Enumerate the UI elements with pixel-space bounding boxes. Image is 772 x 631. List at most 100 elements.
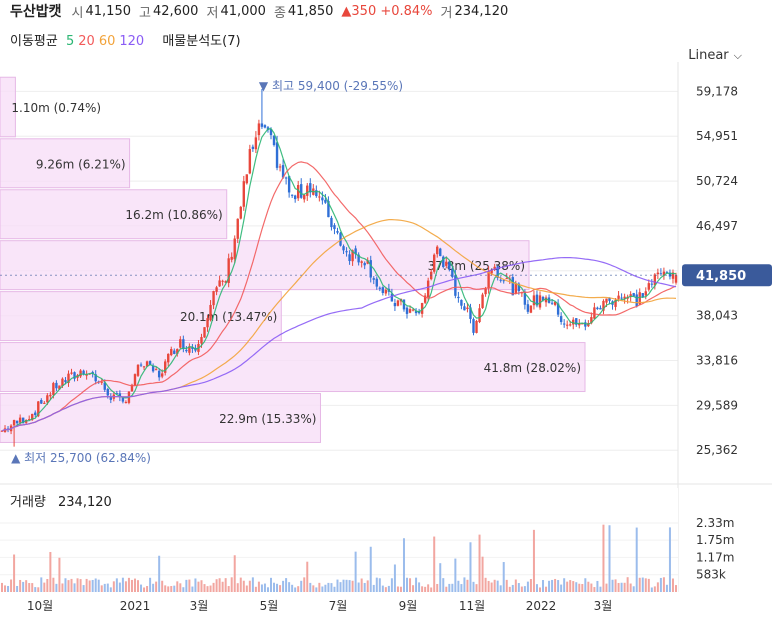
volume-profile-label[interactable]: 매물분석도(7) [162,34,241,49]
candle-body [127,391,131,403]
candle-body [212,291,215,306]
candle-body [656,272,660,275]
ma5-label[interactable]: 5 [65,34,75,49]
candle-body [345,251,348,253]
volume-bar [659,577,662,592]
candle-body [387,288,391,292]
candle-body [67,373,70,383]
volume-bars [1,524,677,592]
volume-bar [143,587,146,592]
candle-body [339,232,342,246]
volume-bar [617,582,620,592]
candle-body [12,420,16,426]
candle-body [0,430,4,432]
candle-body [348,254,351,262]
ma60-label[interactable]: 60 [98,34,116,49]
candle-body [360,261,363,263]
volume-bar [70,578,73,592]
volume-bar [363,582,366,592]
candle-body [58,385,61,390]
price-tick-label: 25,362 [696,443,738,457]
candle-body [602,300,605,311]
volume-bar [263,583,266,592]
volume-bar [402,538,405,592]
candle-body [18,417,22,423]
candle-body [662,271,666,276]
volume-bar [82,585,85,592]
candle-body [523,291,527,305]
volume-bar [282,580,285,592]
candle-body [257,123,261,136]
candle-body [596,307,599,310]
candle-body [466,307,469,310]
candle-body [508,278,511,280]
volume-bar [484,577,487,592]
volume-bar [490,582,493,592]
candle-body [124,401,128,403]
volume-bar [321,586,324,592]
volume-bar [155,581,158,592]
candle-body [6,428,10,430]
scale-mode: Linear [688,48,729,63]
volume-bar [4,585,7,592]
candle-body [378,287,382,289]
volume-bar [206,586,209,592]
volume-bar [294,587,297,592]
volume-bar [460,584,463,592]
volume-bar [451,583,454,592]
volume-bar [257,581,260,592]
volume-bar [505,579,508,592]
volume-bar [245,585,248,592]
volume-bar [635,527,638,592]
ma20-label[interactable]: 20 [78,34,95,49]
volume-bar [390,578,393,592]
volume-bar [203,584,206,592]
candle-body [151,365,155,372]
candle-body [562,323,566,325]
candle-body [408,309,412,313]
ma-label[interactable]: 이동평균 [10,34,58,49]
volume-bar [140,584,143,592]
ma120-label[interactable]: 120 [119,34,145,49]
volume-bar [581,583,584,592]
candle-body [94,374,97,382]
volume-profile-label: 20.1m (13.47%) [180,310,277,324]
candle-body [97,381,100,383]
candle-body [399,298,403,302]
stock-header: 두산밥캣 시 41,150 고 42,600 저 41,000 종 41,850 ▲35… [10,0,516,22]
candle-body [659,273,663,275]
volume-panel-bg [0,488,678,592]
candle-body [221,280,224,282]
volume-bar [478,534,481,592]
candle-body [357,254,360,263]
candle-body [88,373,91,375]
candle-body [133,374,137,386]
volume-bar [496,580,499,592]
candle-body [200,337,203,344]
candle-body [535,294,539,306]
volume-bar [360,578,363,592]
volume-bar [127,577,130,592]
volume-bar [115,578,118,592]
volume-bar [25,580,28,592]
price-tick-label: 46,497 [696,219,738,233]
candle-body [629,294,632,298]
volume-bar [406,577,409,592]
volume-bar [578,583,581,592]
volume-bar [623,582,626,592]
volume-bar [218,578,221,592]
candles [0,88,678,447]
volume-bar [121,577,124,592]
candle-body [411,309,415,311]
volume-bar [345,579,348,592]
stock-name: 두산밥캣 [10,4,62,20]
volume-bar [176,581,179,592]
candle-body [433,254,436,272]
volume-bar [644,578,647,592]
scale-dropdown[interactable]: Linear ⌵ [688,48,742,63]
volume-profile-label: 22.9m (15.33%) [219,412,316,426]
candle-body [653,274,657,286]
candle-body [145,361,149,367]
candle-body [203,327,206,338]
